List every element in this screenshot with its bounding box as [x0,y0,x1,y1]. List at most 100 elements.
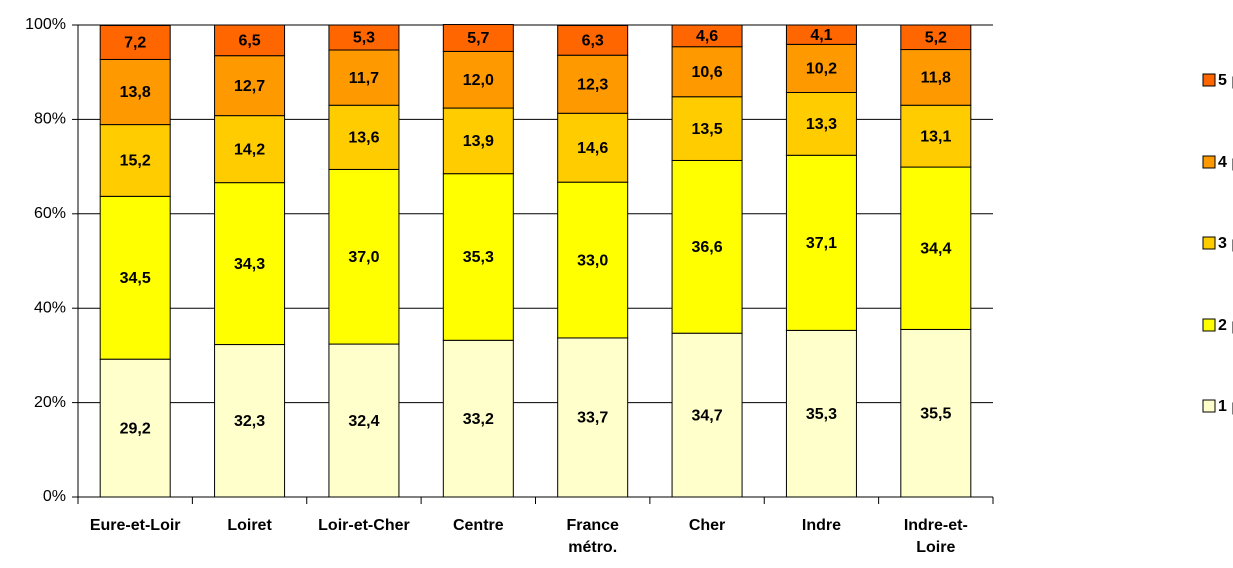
legend-swatch [1202,318,1216,332]
legend-label: 5 personnes ou plus [1218,72,1233,89]
data-label: 14,2 [234,141,265,158]
bar-segment [557,337,629,498]
bar-segment [557,112,629,183]
data-label: 32,3 [234,413,265,430]
data-label: 5,3 [353,30,375,47]
x-tick-label: Indre [801,517,841,534]
bar-segment [99,58,171,126]
data-label: 37,0 [348,249,379,266]
data-label: 14,6 [577,140,608,157]
data-label: 33,0 [577,252,608,269]
data-label: 4,6 [696,28,718,45]
bar-segment [214,24,286,57]
data-label: 13,8 [120,84,151,101]
bar-segment [99,358,171,498]
legend-swatch [1202,236,1216,250]
bar-segment [214,115,286,184]
bar-segment [785,329,857,498]
data-label: 11,8 [921,70,951,87]
bar-segment [671,46,743,98]
data-label: 34,4 [920,240,951,257]
data-label: 12,0 [463,72,494,89]
data-label: 12,7 [234,78,265,95]
bar-segment [671,332,743,498]
bar-segment [900,49,972,106]
data-label: 5,2 [925,29,947,46]
bar-segment [214,55,286,117]
bar-segment [785,91,857,156]
x-tick-label: Indre-et-Loire [903,517,968,556]
x-tick-label: Loir-et-Cher [318,517,410,534]
x-tick-label: Centre [452,517,504,534]
bar-segment [900,166,972,330]
data-label: 12,3 [577,76,608,93]
bar-segment [900,104,972,168]
data-label: 33,7 [577,410,608,427]
data-label: 34,7 [691,407,722,424]
bar-segment [900,24,972,51]
bar-segment [99,124,171,197]
x-tick-label: Cher [688,517,726,534]
x-tick-label: France métro. [566,517,619,556]
bar-segment [99,195,171,360]
data-label: 15,2 [120,153,151,170]
bar-segment [785,24,857,45]
data-label: 10,6 [691,64,722,81]
data-label: 5,7 [467,30,489,47]
x-tick-label: Loiret [227,517,272,534]
bar-segment [785,154,857,331]
y-tick-label: 80% [34,111,66,128]
bar-segment [328,104,400,170]
bar-segment [328,49,400,106]
data-label: 4,1 [810,27,832,44]
bar-segment [671,159,743,334]
data-label: 13,6 [348,130,379,147]
legend-label: 3 personnes [1218,235,1233,252]
data-label: 11,7 [349,70,379,87]
bar-segment [442,173,514,341]
y-tick-label: 60% [34,205,66,222]
bar-segment [214,182,286,346]
bar-segment [557,24,629,56]
data-label: 6,3 [582,33,604,50]
data-label: 36,6 [691,239,722,256]
y-tick-label: 0% [43,488,66,505]
legend-swatch [1202,73,1216,87]
data-label: 34,5 [120,270,151,287]
y-tick-label: 100% [25,16,66,33]
data-label: 13,5 [691,121,722,138]
data-label: 13,3 [806,116,837,133]
bar-segment [900,328,972,498]
bar-segment [442,24,514,52]
bar-segment [557,181,629,339]
data-label: 35,3 [806,406,837,423]
bar-segment [328,24,400,51]
bar-segment [99,24,171,60]
data-label: 6,5 [238,33,260,50]
data-label: 34,3 [234,256,265,273]
legend-label: 4 personnes [1218,154,1233,171]
y-tick-label: 40% [34,299,66,316]
bar-segment [442,50,514,109]
data-label: 13,1 [920,128,951,145]
y-tick-label: 20% [34,394,66,411]
data-label: 7,2 [124,35,146,52]
data-label: 37,1 [806,235,837,252]
data-label: 35,3 [463,249,494,266]
data-label: 35,5 [920,405,951,422]
bar-segment [671,96,743,161]
data-label: 10,2 [806,61,837,78]
x-tick-label: Eure-et-Loir [89,517,181,534]
legend-label: 1 personne [1218,398,1233,415]
data-label: 29,2 [120,420,151,437]
data-label: 32,4 [348,413,379,430]
legend-swatch [1202,155,1216,169]
data-label: 13,9 [463,133,494,150]
data-label: 33,2 [463,411,494,428]
bar-segment [214,344,286,498]
legend-swatch [1202,399,1216,413]
bar-segment [557,54,629,114]
legend-label: 2 personnes [1218,317,1233,334]
